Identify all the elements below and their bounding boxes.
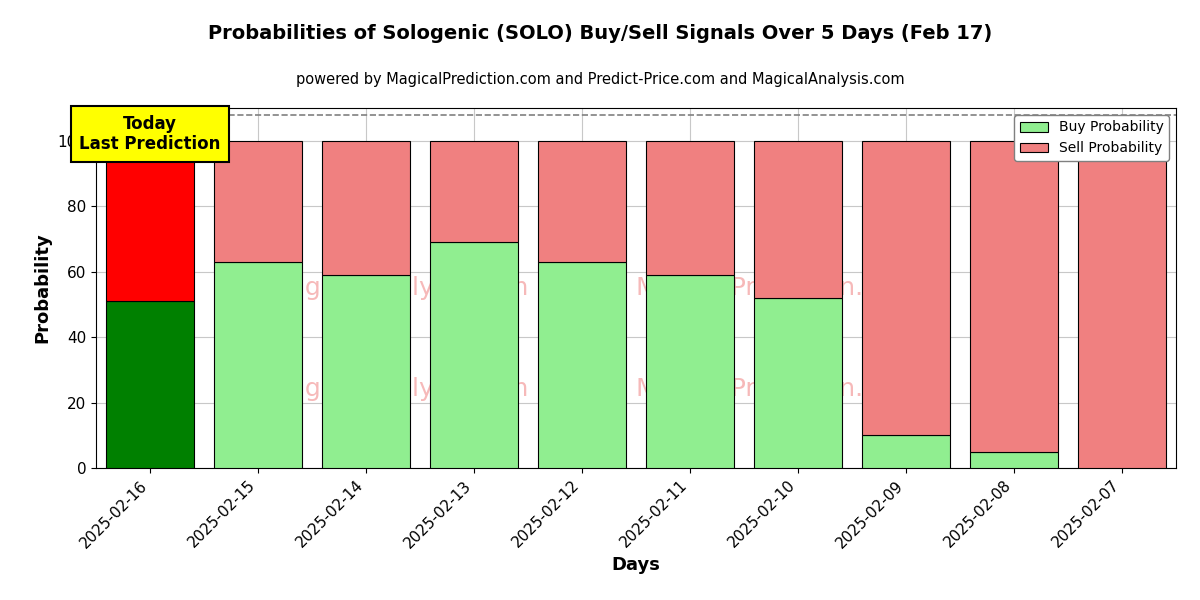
Text: Today
Last Prediction: Today Last Prediction xyxy=(79,115,221,154)
Bar xyxy=(322,141,410,275)
Bar xyxy=(862,141,950,435)
Bar xyxy=(646,141,734,275)
Bar xyxy=(646,275,734,468)
Bar xyxy=(106,301,194,468)
Text: MagicalAnalysis.com: MagicalAnalysis.com xyxy=(269,276,528,300)
Text: MagicalPrediction.com: MagicalPrediction.com xyxy=(636,377,917,401)
Text: MagicalPrediction.com: MagicalPrediction.com xyxy=(636,276,917,300)
Text: MagicalAnalysis.com: MagicalAnalysis.com xyxy=(269,377,528,401)
Bar xyxy=(214,141,302,262)
Bar xyxy=(754,141,842,298)
Y-axis label: Probability: Probability xyxy=(34,233,52,343)
Bar xyxy=(970,452,1058,468)
Text: Probabilities of Sologenic (SOLO) Buy/Sell Signals Over 5 Days (Feb 17): Probabilities of Sologenic (SOLO) Buy/Se… xyxy=(208,24,992,43)
X-axis label: Days: Days xyxy=(612,556,660,574)
Bar xyxy=(754,298,842,468)
Bar xyxy=(430,141,518,242)
Legend: Buy Probability, Sell Probability: Buy Probability, Sell Probability xyxy=(1014,115,1169,161)
Text: powered by MagicalPrediction.com and Predict-Price.com and MagicalAnalysis.com: powered by MagicalPrediction.com and Pre… xyxy=(295,72,905,87)
Bar xyxy=(970,141,1058,452)
Bar xyxy=(430,242,518,468)
Bar xyxy=(322,275,410,468)
Bar xyxy=(214,262,302,468)
Bar xyxy=(538,141,626,262)
Bar xyxy=(1078,141,1166,468)
Bar xyxy=(106,141,194,301)
Bar xyxy=(538,262,626,468)
Bar xyxy=(862,435,950,468)
